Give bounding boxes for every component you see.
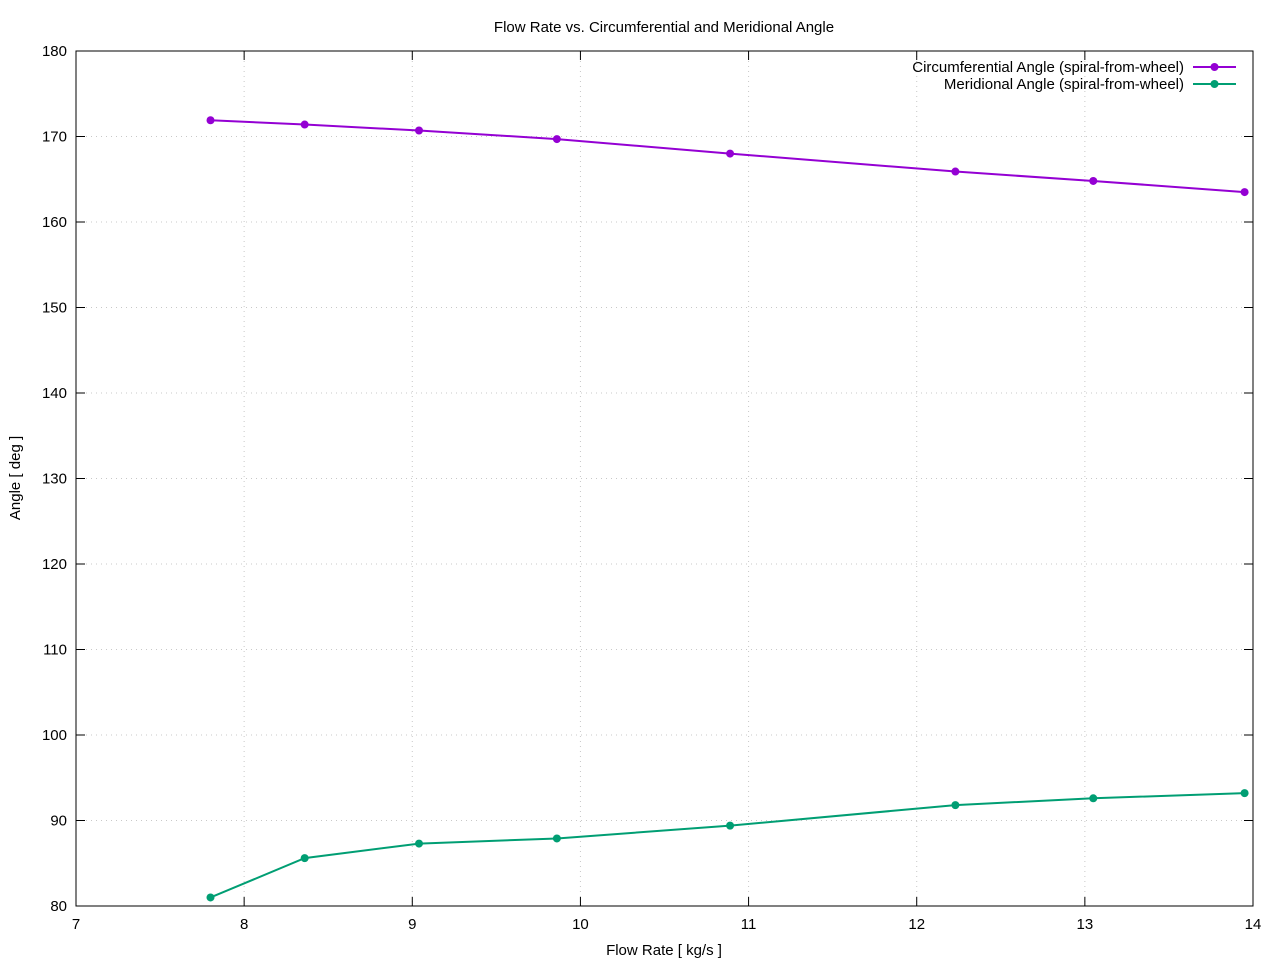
y-tick-label: 110 [43,642,67,659]
data-point [206,116,215,125]
x-axis-title: Flow Rate [ kg/s ] [606,942,722,959]
x-tick-label: 8 [240,916,248,933]
grid [76,51,1253,906]
y-tick-label: 90 [50,813,67,830]
x-tick-label: 7 [72,916,80,933]
legend-label-2: Meridional Angle (spiral-from-wheel) [944,76,1184,93]
x-tick-label: 14 [1245,916,1262,933]
y-tick-label: 80 [50,898,67,915]
y-tick-label: 180 [42,43,67,60]
y-axis-title: Angle [ deg ] [7,436,24,520]
data-point [951,801,960,810]
data-point [300,854,309,863]
chart-title: Flow Rate vs. Circumferential and Meridi… [494,19,834,36]
y-tick-label: 150 [42,300,67,317]
data-point [1240,789,1249,798]
data-point [1089,176,1098,185]
legend: Circumferential Angle (spiral-from-wheel… [912,59,1236,93]
data-point [552,834,561,843]
series-layer [206,116,1249,902]
y-tick-label: 100 [42,727,67,744]
data-point [415,839,424,848]
legend-swatch-point [1210,63,1219,71]
x-tick-label: 9 [408,916,416,933]
series-line-1 [210,119,1245,194]
x-tick-label: 10 [572,916,589,933]
y-tick-label: 120 [42,556,67,573]
x-tick-label: 13 [1077,916,1094,933]
data-point [726,149,735,158]
data-point [951,167,960,176]
x-tick-label: 12 [908,916,925,933]
data-point [206,893,215,902]
data-point [1240,188,1249,197]
y-tick-label: 160 [42,214,67,231]
series-line-2 [210,792,1245,899]
data-point [415,126,424,135]
y-tick-label: 140 [42,385,67,402]
data-point [552,135,561,144]
data-point [300,120,309,129]
y-tick-label: 170 [42,129,67,146]
y-tick-label: 130 [42,471,67,488]
legend-swatch-point [1210,80,1219,88]
legend-label-1: Circumferential Angle (spiral-from-wheel… [912,59,1184,76]
data-point [1089,794,1098,803]
data-point [726,821,735,830]
x-tick-label: 11 [741,916,757,933]
axis-ticks: 7 8 9 10 11 12 13 14 80 90 100 110 120 130 140 150 160 17… [42,43,1261,933]
